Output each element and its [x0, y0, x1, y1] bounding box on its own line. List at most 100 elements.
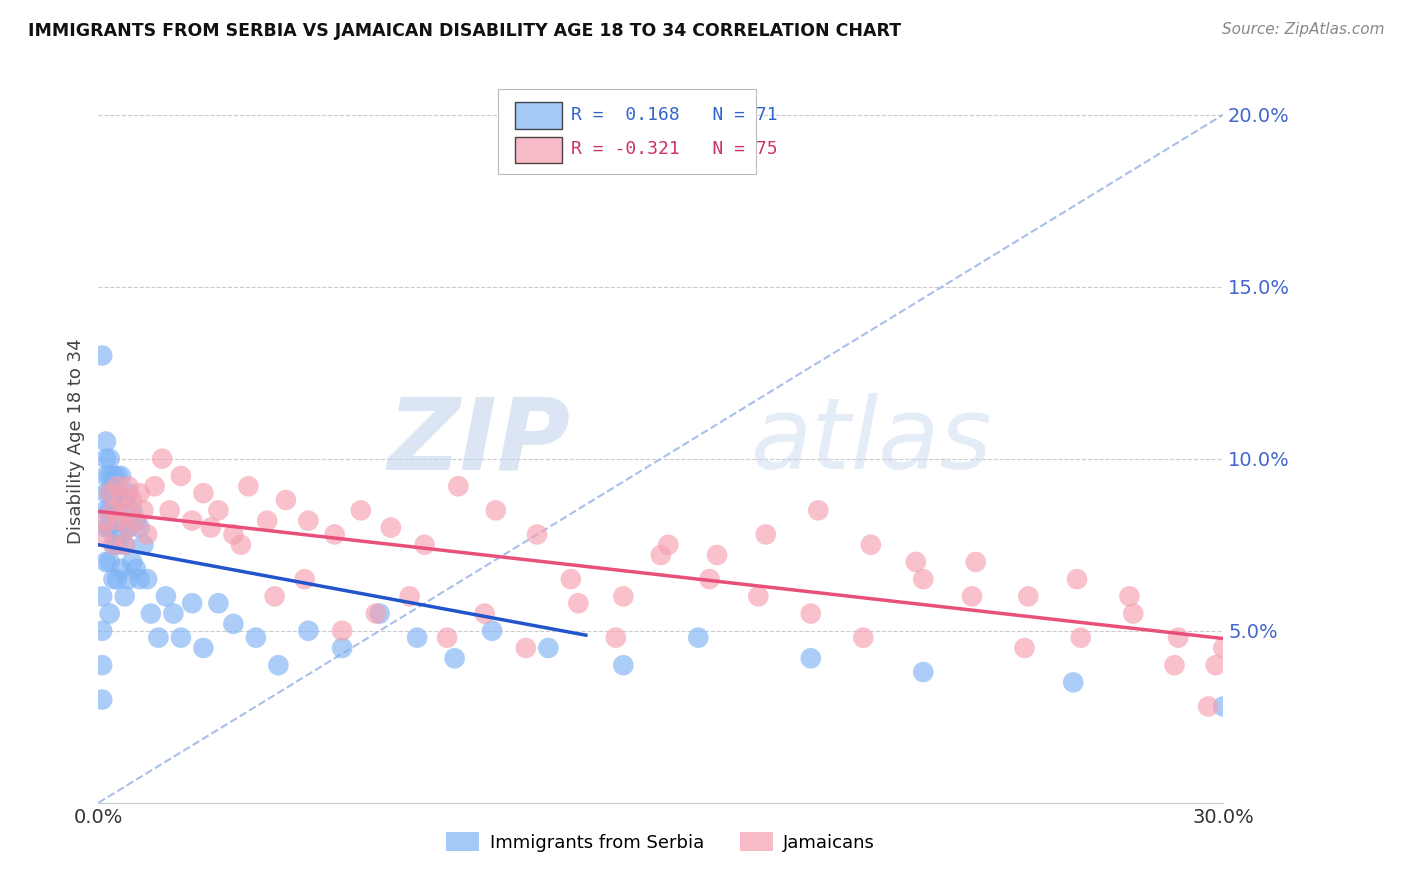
Point: [91, 527, 114, 541]
Point: [91, 658, 114, 673]
Point: [110, 493, 132, 508]
Point: [181, 596, 204, 610]
Point: [94, 514, 117, 528]
Point: [207, 503, 229, 517]
Point: [965, 555, 987, 569]
Point: [263, 590, 285, 604]
Point: [222, 527, 245, 541]
Point: [567, 596, 589, 610]
Point: [91, 590, 114, 604]
Point: [612, 658, 634, 673]
Point: [294, 572, 316, 586]
Point: [330, 640, 353, 655]
Point: [121, 493, 143, 508]
Point: [128, 486, 150, 500]
Point: [103, 572, 125, 586]
Point: [155, 590, 177, 604]
Point: [413, 538, 436, 552]
Point: [114, 493, 136, 508]
Point: [136, 527, 159, 541]
Point: [105, 572, 128, 586]
Point: [98, 469, 121, 483]
Point: [94, 451, 117, 466]
Text: R =  0.168   N = 71: R = 0.168 N = 71: [571, 106, 778, 124]
Point: [105, 486, 128, 500]
Point: [481, 624, 503, 638]
Point: [136, 572, 159, 586]
Point: [98, 451, 121, 466]
Point: [605, 631, 627, 645]
Text: ZIP: ZIP: [388, 393, 571, 490]
Point: [859, 538, 882, 552]
Point: [474, 607, 496, 621]
Point: [94, 486, 117, 500]
Point: [267, 658, 290, 673]
Point: [170, 469, 193, 483]
Point: [94, 503, 117, 517]
Point: [1017, 590, 1039, 604]
Point: [128, 572, 150, 586]
Point: [443, 651, 465, 665]
Point: [912, 665, 935, 679]
Point: [747, 590, 769, 604]
Point: [1167, 631, 1189, 645]
Point: [143, 479, 166, 493]
Point: [132, 503, 155, 517]
Point: [330, 624, 353, 638]
Point: [612, 590, 634, 604]
Point: [1118, 590, 1140, 604]
Point: [657, 538, 679, 552]
FancyBboxPatch shape: [498, 89, 756, 174]
Point: [110, 527, 132, 541]
Legend: Immigrants from Serbia, Jamaicans: Immigrants from Serbia, Jamaicans: [439, 825, 883, 859]
Point: [364, 607, 387, 621]
Point: [103, 503, 125, 517]
Point: [105, 514, 128, 528]
Point: [1066, 572, 1088, 586]
Point: [132, 538, 155, 552]
Point: [1212, 640, 1234, 655]
Point: [117, 520, 139, 534]
Point: [139, 607, 162, 621]
Point: [117, 479, 139, 493]
Point: [103, 538, 125, 552]
Point: [162, 607, 184, 621]
Point: [105, 514, 128, 528]
Point: [807, 503, 830, 517]
Point: [560, 572, 582, 586]
Point: [406, 631, 429, 645]
Point: [1122, 607, 1144, 621]
Point: [103, 469, 125, 483]
Point: [98, 503, 121, 517]
Point: [222, 616, 245, 631]
Point: [121, 555, 143, 569]
Point: [193, 640, 215, 655]
Point: [91, 692, 114, 706]
Point: [1197, 699, 1219, 714]
Point: [125, 514, 148, 528]
Point: [150, 451, 173, 466]
Point: [1205, 658, 1227, 673]
Point: [114, 503, 136, 517]
Point: [515, 640, 537, 655]
Point: [117, 572, 139, 586]
Point: [94, 434, 117, 449]
Text: atlas: atlas: [751, 393, 993, 490]
Point: [688, 631, 710, 645]
Point: [103, 538, 125, 552]
Point: [699, 572, 721, 586]
Point: [1163, 658, 1185, 673]
Point: [148, 631, 170, 645]
Point: [94, 469, 117, 483]
Point: [436, 631, 458, 645]
Point: [1062, 675, 1084, 690]
Point: [297, 624, 319, 638]
Point: [110, 469, 132, 483]
Point: [91, 624, 114, 638]
Point: [98, 486, 121, 500]
Point: [706, 548, 728, 562]
Point: [91, 349, 114, 363]
Point: [1212, 699, 1234, 714]
Y-axis label: Disability Age 18 to 34: Disability Age 18 to 34: [66, 339, 84, 544]
Point: [117, 520, 139, 534]
